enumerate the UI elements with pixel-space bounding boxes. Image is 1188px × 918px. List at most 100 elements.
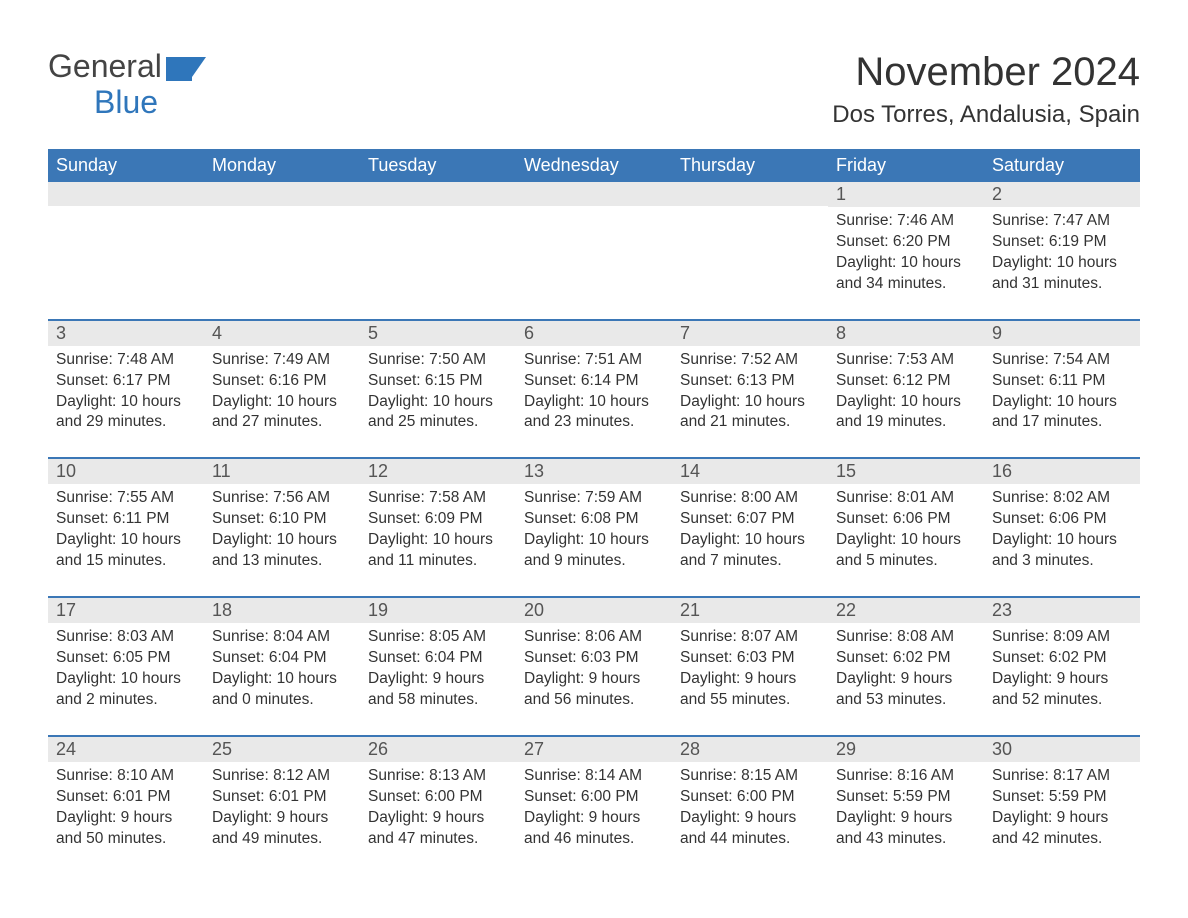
sunrise-text: Sunrise: 7:55 AM (56, 488, 196, 509)
sunset-text: Sunset: 6:11 PM (992, 371, 1132, 392)
sunset-text: Sunset: 6:00 PM (680, 787, 820, 808)
day-details (204, 206, 360, 306)
sunrise-text: Sunrise: 7:50 AM (368, 350, 508, 371)
sunset-text: Sunset: 6:15 PM (368, 371, 508, 392)
weekday-header: Friday (828, 149, 984, 182)
day-details: Sunrise: 7:52 AMSunset: 6:13 PMDaylight:… (672, 346, 828, 458)
day-details: Sunrise: 8:07 AMSunset: 6:03 PMDaylight:… (672, 623, 828, 735)
weekday-header-row: Sunday Monday Tuesday Wednesday Thursday… (48, 149, 1140, 182)
calendar-day-cell: 27Sunrise: 8:14 AMSunset: 6:00 PMDayligh… (516, 736, 672, 874)
calendar-week-row: 1Sunrise: 7:46 AMSunset: 6:20 PMDaylight… (48, 182, 1140, 320)
daylight-text: Daylight: 10 hours and 25 minutes. (368, 392, 508, 434)
calendar-day-cell: 21Sunrise: 8:07 AMSunset: 6:03 PMDayligh… (672, 597, 828, 736)
calendar-day-cell: 16Sunrise: 8:02 AMSunset: 6:06 PMDayligh… (984, 458, 1140, 597)
sunset-text: Sunset: 6:03 PM (524, 648, 664, 669)
calendar-day-cell: 29Sunrise: 8:16 AMSunset: 5:59 PMDayligh… (828, 736, 984, 874)
calendar-day-cell (672, 182, 828, 320)
sunrise-text: Sunrise: 8:16 AM (836, 766, 976, 787)
calendar-day-cell: 28Sunrise: 8:15 AMSunset: 6:00 PMDayligh… (672, 736, 828, 874)
calendar-day-cell: 2Sunrise: 7:47 AMSunset: 6:19 PMDaylight… (984, 182, 1140, 320)
day-number: 10 (48, 459, 204, 484)
sunset-text: Sunset: 5:59 PM (836, 787, 976, 808)
day-number: 18 (204, 598, 360, 623)
sunrise-text: Sunrise: 7:51 AM (524, 350, 664, 371)
daylight-text: Daylight: 10 hours and 15 minutes. (56, 530, 196, 572)
day-details: Sunrise: 8:10 AMSunset: 6:01 PMDaylight:… (48, 762, 204, 874)
day-number: 13 (516, 459, 672, 484)
sunrise-text: Sunrise: 7:58 AM (368, 488, 508, 509)
day-number: 7 (672, 321, 828, 346)
day-number: 16 (984, 459, 1140, 484)
sunrise-text: Sunrise: 8:03 AM (56, 627, 196, 648)
day-details: Sunrise: 8:13 AMSunset: 6:00 PMDaylight:… (360, 762, 516, 874)
daylight-text: Daylight: 9 hours and 58 minutes. (368, 669, 508, 711)
daylight-text: Daylight: 10 hours and 19 minutes. (836, 392, 976, 434)
sunset-text: Sunset: 6:08 PM (524, 509, 664, 530)
sunrise-text: Sunrise: 8:01 AM (836, 488, 976, 509)
sunrise-text: Sunrise: 8:08 AM (836, 627, 976, 648)
calendar-day-cell: 14Sunrise: 8:00 AMSunset: 6:07 PMDayligh… (672, 458, 828, 597)
day-number (204, 182, 360, 206)
calendar-day-cell: 4Sunrise: 7:49 AMSunset: 6:16 PMDaylight… (204, 320, 360, 459)
day-details: Sunrise: 7:54 AMSunset: 6:11 PMDaylight:… (984, 346, 1140, 458)
sunset-text: Sunset: 5:59 PM (992, 787, 1132, 808)
daylight-text: Daylight: 10 hours and 17 minutes. (992, 392, 1132, 434)
sunset-text: Sunset: 6:13 PM (680, 371, 820, 392)
daylight-text: Daylight: 9 hours and 55 minutes. (680, 669, 820, 711)
calendar-day-cell: 24Sunrise: 8:10 AMSunset: 6:01 PMDayligh… (48, 736, 204, 874)
day-number: 23 (984, 598, 1140, 623)
sunset-text: Sunset: 6:12 PM (836, 371, 976, 392)
day-number: 24 (48, 737, 204, 762)
day-number: 1 (828, 182, 984, 207)
day-details: Sunrise: 7:53 AMSunset: 6:12 PMDaylight:… (828, 346, 984, 458)
calendar-table: Sunday Monday Tuesday Wednesday Thursday… (48, 149, 1140, 873)
calendar-day-cell: 3Sunrise: 7:48 AMSunset: 6:17 PMDaylight… (48, 320, 204, 459)
weekday-header: Sunday (48, 149, 204, 182)
logo-text: General Blue (48, 50, 208, 118)
calendar-day-cell (204, 182, 360, 320)
sunset-text: Sunset: 6:19 PM (992, 232, 1132, 253)
daylight-text: Daylight: 9 hours and 42 minutes. (992, 808, 1132, 850)
sunrise-text: Sunrise: 8:10 AM (56, 766, 196, 787)
sunset-text: Sunset: 6:04 PM (212, 648, 352, 669)
daylight-text: Daylight: 10 hours and 34 minutes. (836, 253, 976, 295)
day-details: Sunrise: 7:50 AMSunset: 6:15 PMDaylight:… (360, 346, 516, 458)
day-number: 9 (984, 321, 1140, 346)
calendar-day-cell: 8Sunrise: 7:53 AMSunset: 6:12 PMDaylight… (828, 320, 984, 459)
sunset-text: Sunset: 6:16 PM (212, 371, 352, 392)
daylight-text: Daylight: 10 hours and 7 minutes. (680, 530, 820, 572)
sunset-text: Sunset: 6:07 PM (680, 509, 820, 530)
sunset-text: Sunset: 6:10 PM (212, 509, 352, 530)
calendar-day-cell: 1Sunrise: 7:46 AMSunset: 6:20 PMDaylight… (828, 182, 984, 320)
page-title: November 2024 (832, 50, 1140, 95)
day-details (672, 206, 828, 306)
sunrise-text: Sunrise: 7:59 AM (524, 488, 664, 509)
daylight-text: Daylight: 9 hours and 49 minutes. (212, 808, 352, 850)
daylight-text: Daylight: 10 hours and 23 minutes. (524, 392, 664, 434)
calendar-day-cell: 30Sunrise: 8:17 AMSunset: 5:59 PMDayligh… (984, 736, 1140, 874)
day-details (360, 206, 516, 306)
day-number: 21 (672, 598, 828, 623)
weekday-header: Monday (204, 149, 360, 182)
calendar-day-cell: 17Sunrise: 8:03 AMSunset: 6:05 PMDayligh… (48, 597, 204, 736)
day-details: Sunrise: 8:16 AMSunset: 5:59 PMDaylight:… (828, 762, 984, 874)
logo: General Blue (48, 50, 208, 118)
sunrise-text: Sunrise: 8:09 AM (992, 627, 1132, 648)
sunrise-text: Sunrise: 7:49 AM (212, 350, 352, 371)
weekday-header: Saturday (984, 149, 1140, 182)
calendar-day-cell: 18Sunrise: 8:04 AMSunset: 6:04 PMDayligh… (204, 597, 360, 736)
sunset-text: Sunset: 6:17 PM (56, 371, 196, 392)
calendar-week-row: 10Sunrise: 7:55 AMSunset: 6:11 PMDayligh… (48, 458, 1140, 597)
day-details: Sunrise: 8:09 AMSunset: 6:02 PMDaylight:… (984, 623, 1140, 735)
sunset-text: Sunset: 6:02 PM (836, 648, 976, 669)
day-number: 19 (360, 598, 516, 623)
sunset-text: Sunset: 6:02 PM (992, 648, 1132, 669)
daylight-text: Daylight: 10 hours and 5 minutes. (836, 530, 976, 572)
sunset-text: Sunset: 6:09 PM (368, 509, 508, 530)
calendar-week-row: 17Sunrise: 8:03 AMSunset: 6:05 PMDayligh… (48, 597, 1140, 736)
sunset-text: Sunset: 6:14 PM (524, 371, 664, 392)
sunset-text: Sunset: 6:05 PM (56, 648, 196, 669)
header: General Blue November 2024 Dos Torres, A… (48, 50, 1140, 129)
daylight-text: Daylight: 9 hours and 47 minutes. (368, 808, 508, 850)
sunrise-text: Sunrise: 7:56 AM (212, 488, 352, 509)
